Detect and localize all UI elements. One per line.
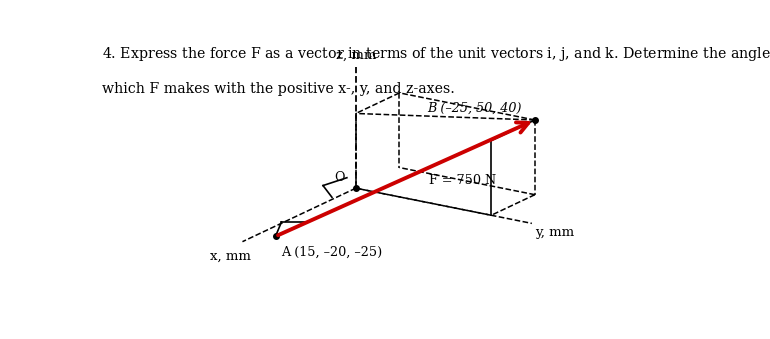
Text: F = 750 N: F = 750 N [429,174,497,187]
Text: O: O [335,171,345,184]
Text: A (15, –20, –25): A (15, –20, –25) [282,245,383,259]
Text: y, mm: y, mm [535,226,574,239]
Text: 4. Express the force F as a vector in terms of the unit vectors i, j, and k. Det: 4. Express the force F as a vector in te… [102,46,770,65]
Text: which F makes with the positive x-, y, and z-axes.: which F makes with the positive x-, y, a… [102,82,455,96]
Text: B (–25, 50, 40): B (–25, 50, 40) [427,102,522,115]
Text: z, mm: z, mm [336,48,376,62]
Text: x, mm: x, mm [210,250,251,262]
